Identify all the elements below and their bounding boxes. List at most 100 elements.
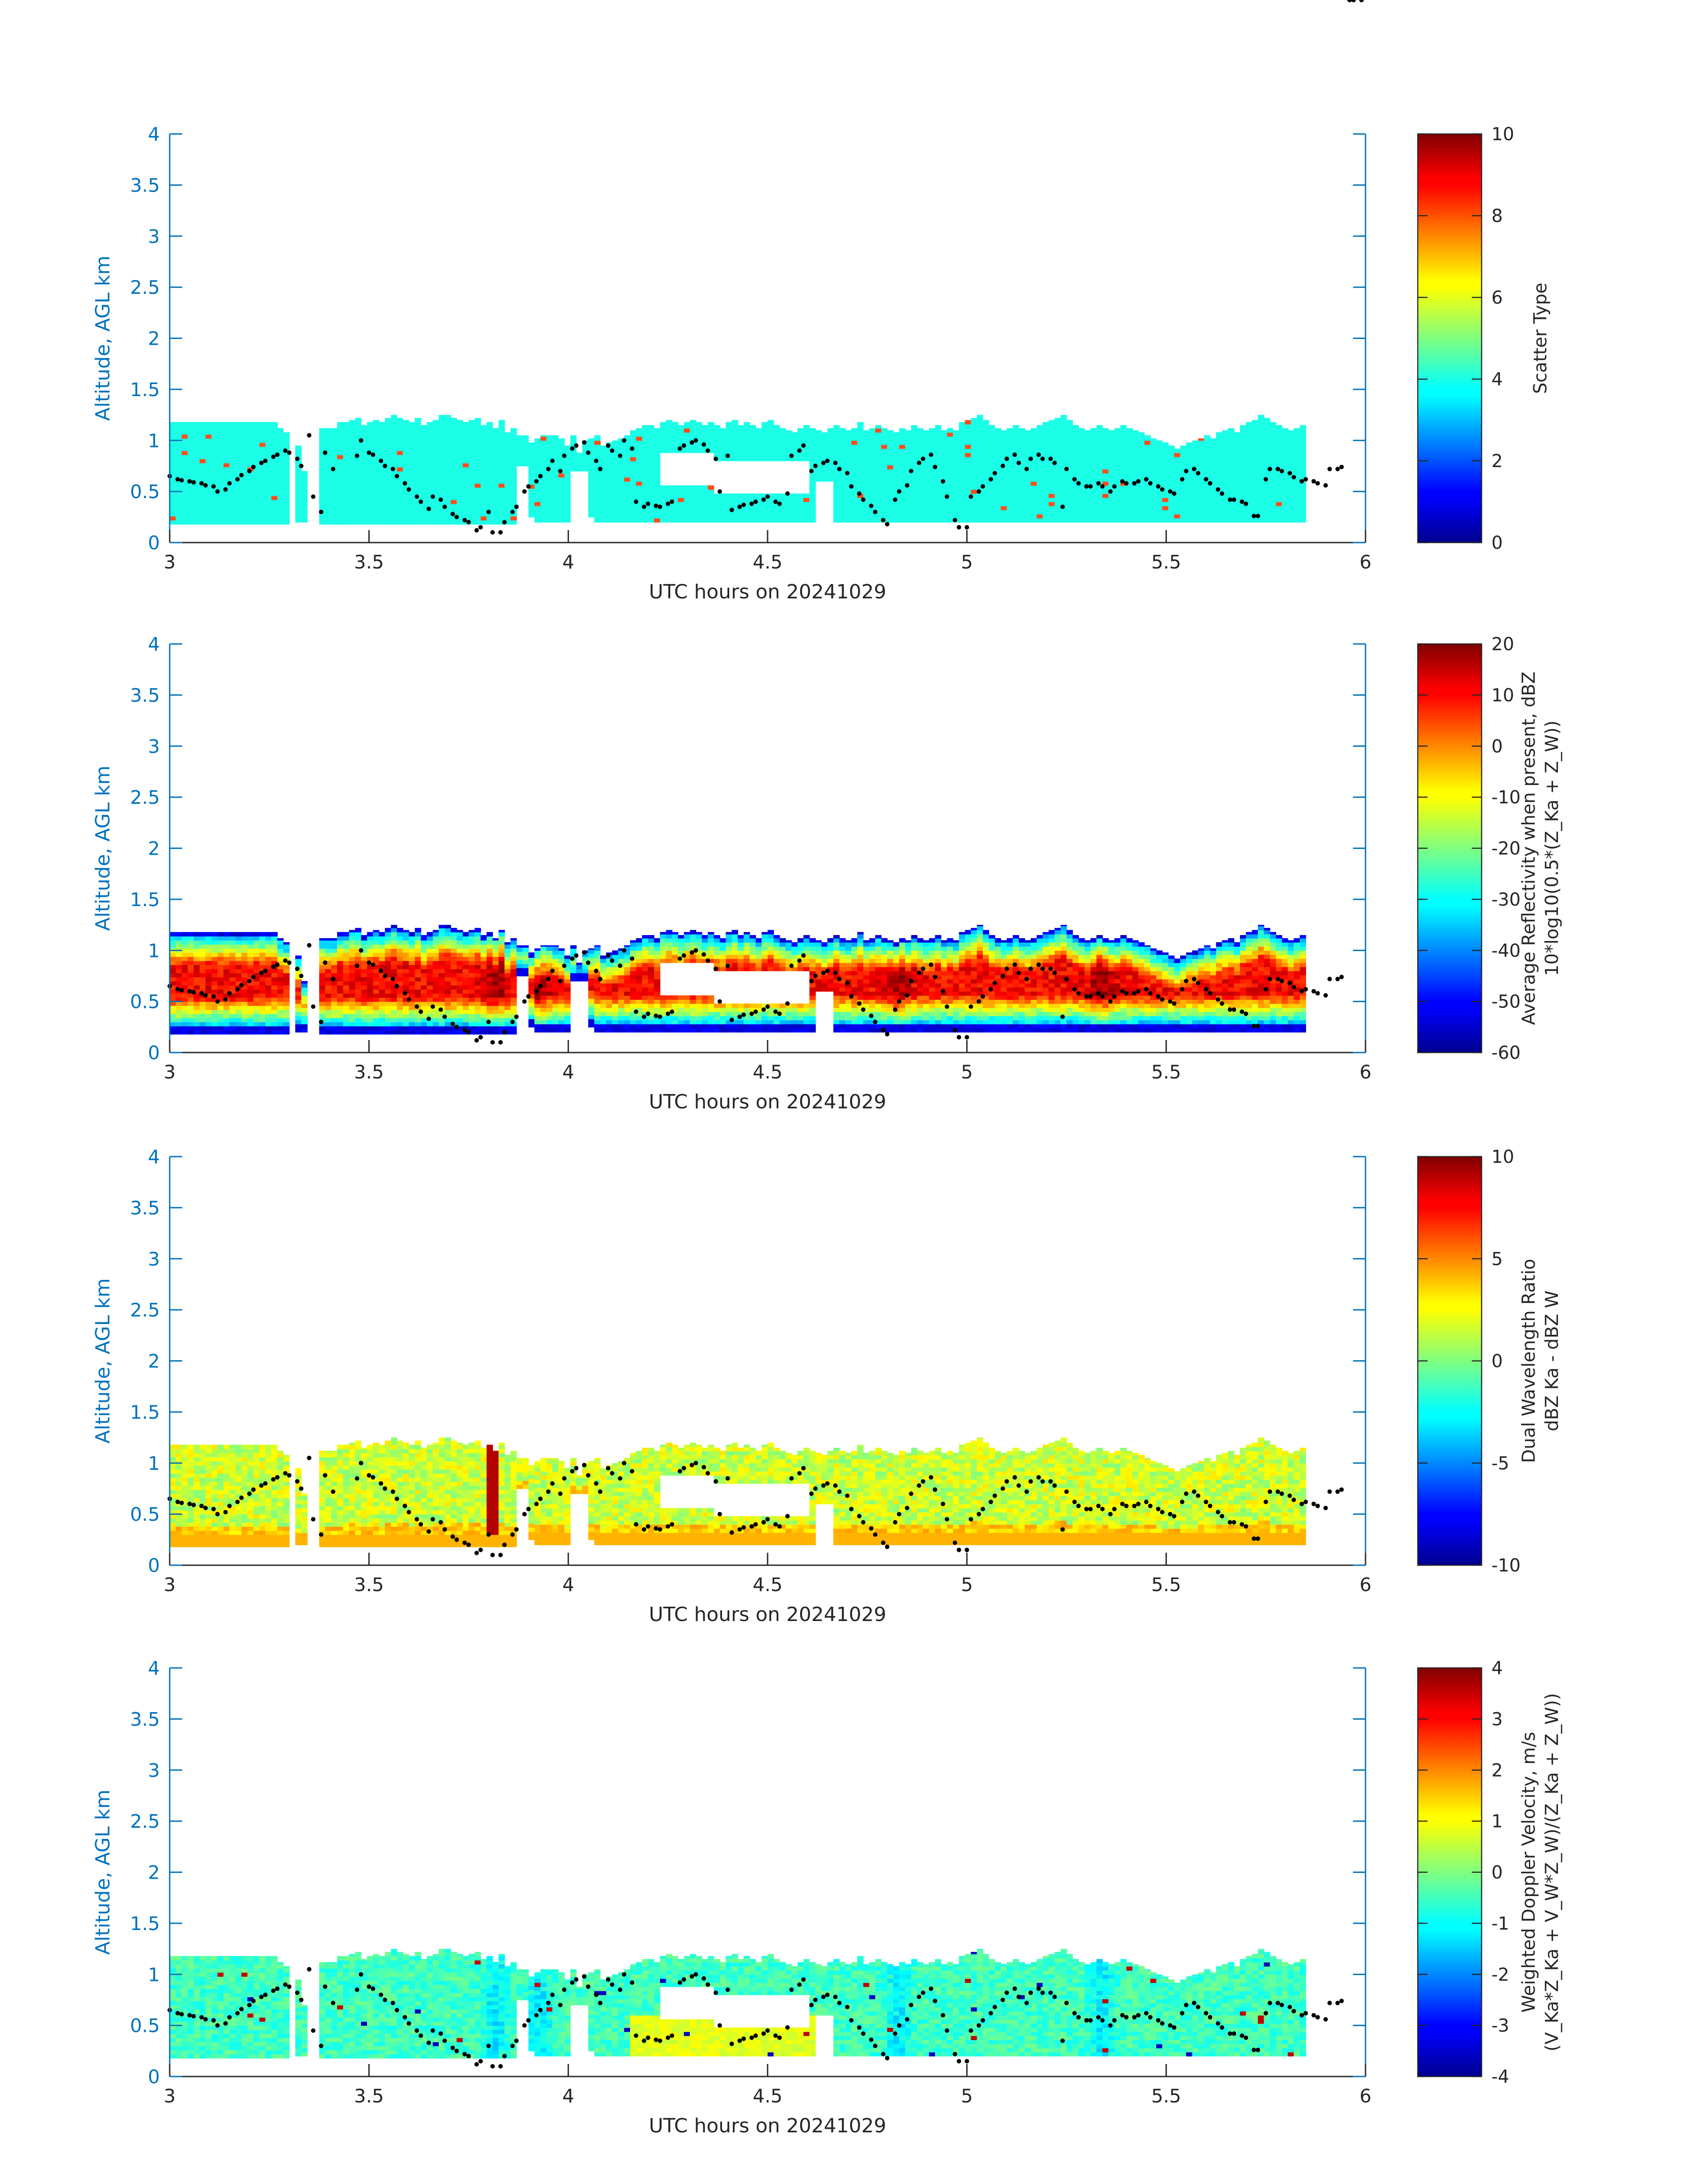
- heatmap-cell: [1126, 436, 1133, 441]
- heatmap-cell: [175, 1001, 182, 1006]
- heatmap-cell: [1222, 452, 1228, 457]
- heatmap-cell: [229, 487, 236, 492]
- heatmap-cell: [265, 1009, 272, 1014]
- heatmap-cell: [409, 504, 415, 508]
- heatmap-cell: [175, 471, 182, 476]
- heatmap-cell: [438, 451, 445, 455]
- heatmap-cell: [977, 456, 983, 461]
- heatmap-cell: [241, 1009, 248, 1014]
- heatmap-cell: [259, 475, 266, 480]
- heatmap-cell: [235, 973, 242, 978]
- heatmap-cell: [468, 442, 475, 447]
- heatmap-cell: [887, 493, 894, 498]
- heatmap-cell: [229, 491, 236, 496]
- heatmap-cell: [863, 444, 870, 449]
- heatmap-cell: [534, 461, 541, 465]
- heatmap-cell: [1126, 452, 1133, 457]
- heatmap-cell: [1090, 489, 1097, 494]
- heatmap-cell: [648, 469, 655, 474]
- heatmap-cell: [1019, 440, 1025, 445]
- heatmap-cell: [349, 447, 355, 451]
- heatmap-cell: [444, 479, 451, 484]
- heatmap-cell: [935, 465, 942, 470]
- heatmap-cell: [223, 479, 230, 484]
- heatmap-cell: [798, 501, 804, 506]
- heatmap-cell: [612, 469, 619, 474]
- heatmap-cell: [373, 471, 380, 476]
- heatmap-cell: [379, 512, 385, 517]
- heatmap-cell: [181, 426, 188, 431]
- heatmap-cell: [696, 506, 702, 510]
- heatmap-cell: [463, 512, 469, 517]
- heatmap-cell: [1126, 469, 1133, 474]
- heatmap-cell: [1031, 473, 1037, 478]
- heatmap-cell: [498, 442, 505, 447]
- heatmap-cell: [235, 993, 242, 998]
- heatmap-cell: [349, 438, 355, 443]
- heatmap-cell: [259, 969, 266, 974]
- heatmap-cell: [1054, 493, 1061, 498]
- heatmap-cell: [540, 448, 547, 453]
- heatmap-cell: [337, 459, 344, 464]
- heatmap-cell: [953, 477, 960, 482]
- heatmap-cell: [749, 448, 756, 453]
- heatmap-cell: [181, 997, 188, 1002]
- heatmap-cell: [863, 518, 870, 523]
- heatmap-cell: [456, 479, 463, 484]
- heatmap-cell: [355, 512, 362, 517]
- heatmap-cell: [994, 440, 1001, 445]
- heatmap-cell: [965, 497, 972, 502]
- heatmap-cell: [618, 518, 625, 523]
- heatmap-cell: [1048, 465, 1055, 470]
- heatmap-cell: [660, 422, 667, 425]
- heatmap-cell: [540, 514, 547, 518]
- heatmap-cell: [200, 977, 206, 982]
- heatmap-cell: [1204, 465, 1211, 470]
- heatmap-cell: [373, 516, 380, 521]
- heatmap-cell: [941, 432, 948, 437]
- scatter-point: [833, 460, 838, 465]
- heatmap-cell: [480, 520, 487, 525]
- heatmap-cell: [546, 435, 553, 437]
- heatmap-cell: [809, 510, 816, 514]
- heatmap-cell: [217, 434, 224, 439]
- heatmap-cell: [642, 444, 648, 449]
- heatmap-cell: [271, 985, 278, 990]
- heatmap-cell: [798, 428, 804, 433]
- heatmap-cell: [1102, 432, 1109, 437]
- heatmap-cell: [1258, 452, 1265, 457]
- heatmap-cell: [1132, 461, 1139, 465]
- heatmap-cell: [200, 475, 206, 480]
- scatter-point: [857, 491, 862, 496]
- heatmap-cell: [271, 952, 278, 957]
- heatmap-cell: [193, 981, 200, 986]
- heatmap-cell: [433, 508, 439, 513]
- heatmap-cell: [200, 957, 206, 961]
- heatmap-cell: [857, 424, 864, 429]
- heatmap-cell: [337, 508, 344, 513]
- heatmap-cell: [1228, 506, 1235, 510]
- heatmap-cell: [397, 483, 403, 488]
- heatmap-cell: [283, 965, 290, 969]
- heatmap-cell: [935, 489, 942, 494]
- heatmap-cell: [684, 497, 690, 502]
- heatmap-cell: [295, 497, 302, 502]
- heatmap-cell: [1258, 497, 1265, 502]
- heatmap-cell: [438, 499, 445, 504]
- heatmap-cell: [1299, 501, 1306, 506]
- heatmap-cell: [1186, 514, 1193, 518]
- heatmap-cell: [175, 508, 182, 513]
- heatmap-cell: [965, 485, 972, 490]
- heatmap-cell: [929, 436, 935, 441]
- heatmap-cell: [223, 981, 230, 986]
- heatmap-cell: [343, 520, 350, 525]
- heatmap-cell: [642, 510, 648, 514]
- heatmap-cell: [325, 428, 332, 431]
- heatmap-cell: [726, 428, 732, 433]
- heatmap-cell: [223, 952, 230, 957]
- heatmap-cell: [217, 1030, 224, 1035]
- heatmap-cell: [606, 514, 613, 518]
- heatmap-cell: [731, 510, 738, 514]
- heatmap-cell: [1001, 469, 1007, 474]
- heatmap-cell: [1168, 445, 1175, 449]
